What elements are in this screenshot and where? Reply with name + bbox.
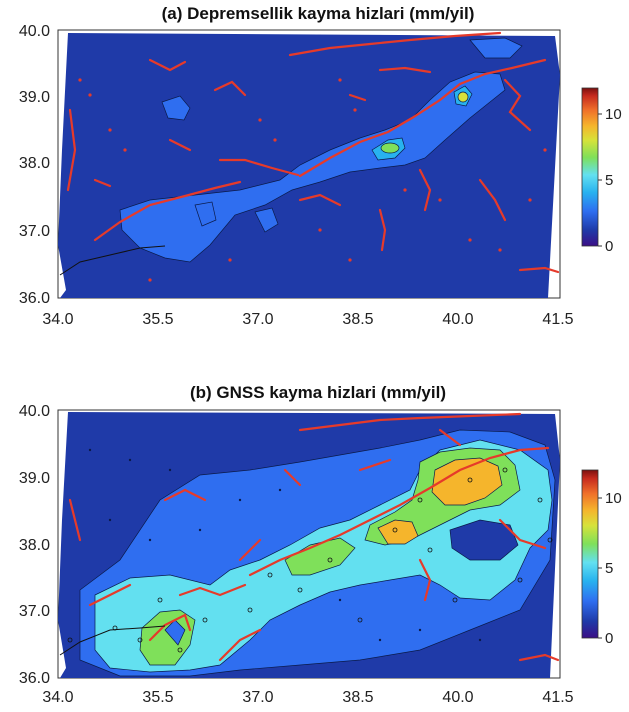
panel-a-xtick: 38.5 [342, 311, 373, 328]
panel-a-contour-blue [119, 71, 506, 263]
panel-b-map [57, 409, 561, 679]
panel-b-xtick: 41.5 [542, 689, 573, 706]
panel-a-hotspot-1 [380, 142, 400, 154]
panel-a-colorbar: 10 5 0 [581, 87, 622, 255]
panel-a-hotspot-2 [457, 91, 469, 103]
panel-b-colorbar-scale [581, 469, 599, 639]
panel-a-colorbar-tick: 5 [605, 172, 613, 189]
panel-b-contour-blue-hole [164, 619, 186, 646]
panel-a-colorbar-tick: 10 [605, 106, 622, 123]
panel-a-coastline [59, 245, 166, 276]
panel-a: (a) Depremsellik kayma hizlari (mm/yil) [19, 4, 622, 328]
panel-a-ytick: 39.0 [19, 89, 50, 106]
panel-b-x-axis: 34.0 35.5 37.0 38.5 40.0 41.5 [42, 689, 573, 706]
panel-b-colorbar-tick: 5 [605, 560, 613, 577]
panel-b-ytick: 36.0 [19, 670, 50, 687]
panel-b-contour-orange-2 [377, 519, 419, 545]
panel-b-colorbar-tick: 10 [605, 490, 622, 507]
panel-b-gnss-stations [67, 467, 553, 653]
panel-a-xtick: 34.0 [42, 311, 73, 328]
panel-a-ytick: 36.0 [19, 290, 50, 307]
panel-b-colorbar-tick: 0 [605, 630, 613, 647]
panel-a-y-axis: 40.0 39.0 38.0 37.0 36.0 [19, 23, 50, 307]
panel-a-colorbar-scale [581, 87, 599, 247]
panel-b-contour-low-hole [449, 519, 519, 561]
panel-a-fault-lines [66, 31, 560, 274]
panel-a-ytick: 38.0 [19, 155, 50, 172]
panel-a-fault-dots [78, 78, 547, 282]
panel-b-fault-lines [68, 412, 560, 662]
panel-b-xtick: 35.5 [142, 689, 173, 706]
panel-a-ytick: 40.0 [19, 23, 50, 40]
panel-a-xtick: 40.0 [442, 311, 473, 328]
panel-b-y-axis: 40.0 39.0 38.0 37.0 36.0 [19, 403, 50, 687]
panel-b-xtick: 37.0 [242, 689, 273, 706]
panel-a-xtick: 35.5 [142, 311, 173, 328]
panel-a-contour-blue-2 [161, 95, 191, 121]
panel-a-xtick: 37.0 [242, 311, 273, 328]
panel-b-colorbar: 10 5 0 [581, 469, 622, 647]
panel-a-colorbar-tick: 0 [605, 238, 613, 255]
panel-b-contour-green-2 [284, 537, 356, 576]
panel-b-grid-points [88, 448, 482, 642]
panel-a-title: (a) Depremsellik kayma hizlari (mm/yil) [162, 4, 475, 23]
panel-b-ytick: 40.0 [19, 403, 50, 420]
panel-b-ytick: 37.0 [19, 603, 50, 620]
panel-a-contour-blue-5 [194, 201, 217, 227]
panel-a-x-axis: 34.0 35.5 37.0 38.5 40.0 41.5 [42, 311, 573, 328]
panel-b-ytick: 39.0 [19, 470, 50, 487]
panel-b-xtick: 38.5 [342, 689, 373, 706]
panel-a-ytick: 37.0 [19, 223, 50, 240]
panel-a-contour-blue-3 [469, 37, 523, 59]
panel-b-coastline [59, 625, 166, 656]
panel-b-xtick: 34.0 [42, 689, 73, 706]
panel-b-title: (b) GNSS kayma hizlari (mm/yil) [190, 383, 446, 402]
panel-b-xtick: 40.0 [442, 689, 473, 706]
panel-a-map [57, 29, 561, 299]
panel-a-xtick: 41.5 [542, 311, 573, 328]
panel-b-contour-orange [431, 457, 503, 506]
panel-a-contour-blue-4 [254, 207, 279, 233]
panel-b: (b) GNSS kayma hizlari (mm/yil) [19, 383, 622, 706]
panel-b-ytick: 38.0 [19, 537, 50, 554]
